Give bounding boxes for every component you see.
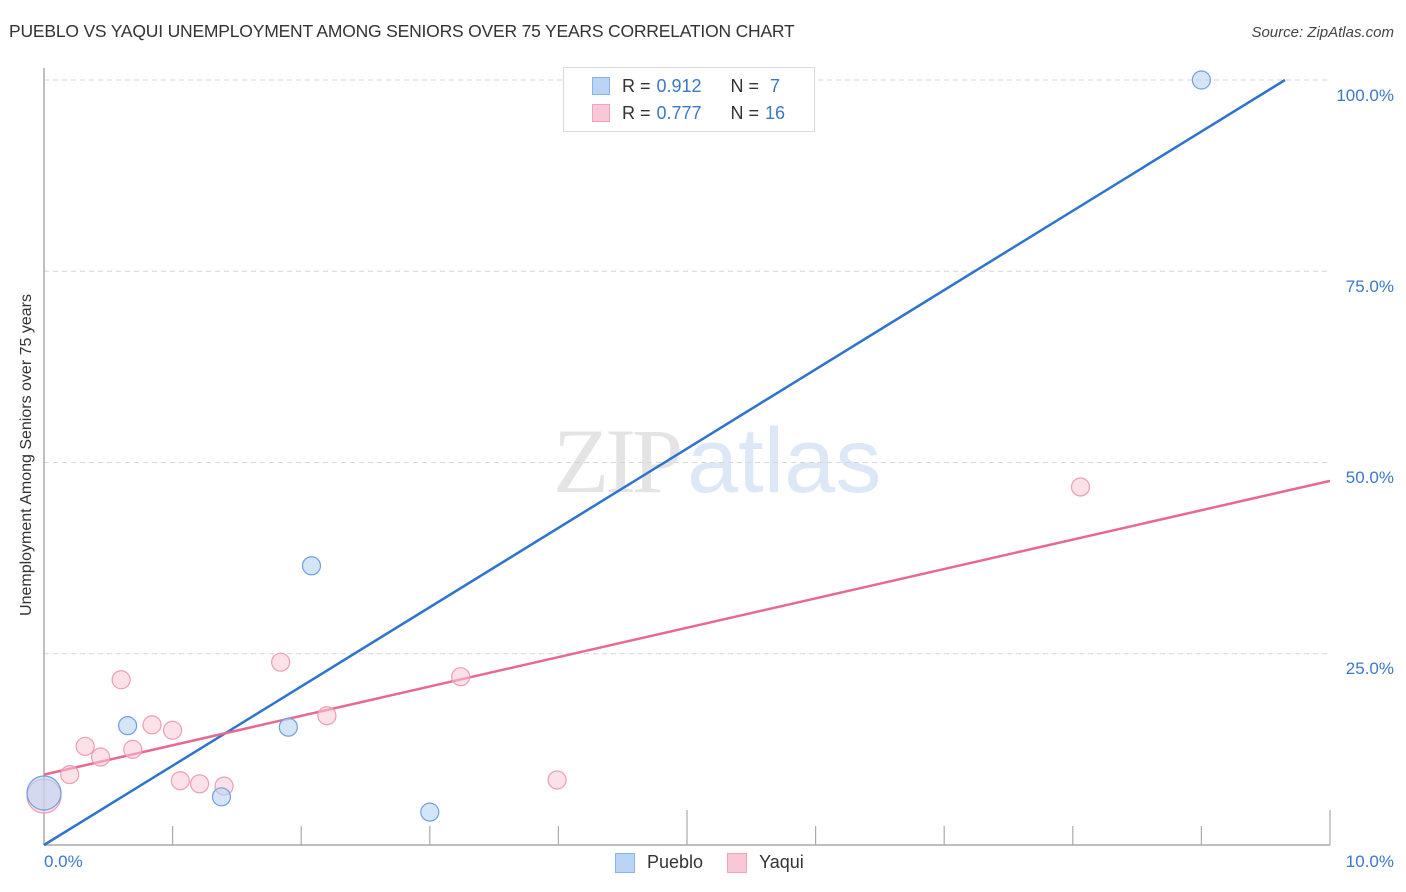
axes-lines [43,68,1331,846]
trendline-pueblo [43,78,1286,847]
legend-label-yaqui: Yaqui [759,852,804,872]
data-point-pueblo[interactable] [117,716,138,736]
data-point-pueblo[interactable] [26,775,62,811]
y-axis-label: Unemployment Among Seniors over 75 years [18,294,35,616]
data-point-yaqui[interactable] [142,715,162,735]
data-point-yaqui[interactable] [170,771,190,791]
watermark-zip: ZIP [553,410,683,512]
data-point-yaqui[interactable] [75,736,95,756]
trendlines [43,78,1331,847]
legend-row-yaqui: R = 0.777 N = 16 [592,102,785,124]
data-point-yaqui[interactable] [451,667,471,687]
y-tick-75: 75.0% [1345,277,1394,296]
data-point-yaqui[interactable] [1070,477,1091,497]
r-value: 0.777 [656,102,702,123]
data-point-pueblo[interactable] [301,556,322,576]
r-label: R = [622,75,651,96]
data-point-yaqui[interactable] [190,774,210,794]
data-point-yaqui[interactable] [317,706,337,726]
trendline-yaqui [43,479,1331,776]
y-tick-50: 50.0% [1345,468,1394,487]
series-legend: Pueblo Yaqui [615,852,828,873]
stats-legend: R = 0.912 N = 7 R = 0.777 N = 16 [563,67,815,132]
gridlines [44,79,1330,655]
data-point-pueblo[interactable] [211,787,232,807]
watermark-atlas: atlas [687,410,882,512]
n-value: 7 [765,75,781,96]
data-point-yaqui[interactable] [163,720,183,740]
legend-item-yaqui[interactable]: Yaqui [727,852,804,873]
y-tick-25: 25.0% [1345,659,1394,678]
pueblo-swatch [615,852,635,873]
data-point-yaqui[interactable] [90,747,111,767]
data-point-yaqui[interactable] [111,670,131,690]
x-tick-10: 10.0% [1345,852,1394,871]
chart-title: PUEBLO VS YAQUI UNEMPLOYMENT AMONG SENIO… [9,21,795,41]
n-value: 16 [765,102,786,123]
n-label: N = [730,102,760,123]
data-point-yaqui[interactable] [60,765,80,785]
y-tick-100: 100.0% [1336,86,1394,105]
yaqui-swatch [592,104,610,122]
data-point-yaqui[interactable] [123,739,143,759]
data-point-pueblo[interactable] [278,717,298,737]
points-pueblo [26,70,1212,822]
r-label: R = [622,102,651,123]
legend-item-pueblo[interactable]: Pueblo [615,852,703,873]
legend-label-pueblo: Pueblo [647,852,704,872]
r-value: 0.912 [656,75,702,96]
x-tick-0: 0.0% [44,852,83,871]
watermark: ZIPatlas [553,408,881,514]
pueblo-swatch [592,77,610,95]
yaqui-swatch [727,852,748,873]
source-label: Source: ZipAtlas.com [1251,24,1394,41]
data-point-pueblo[interactable] [1191,70,1212,90]
data-point-yaqui[interactable] [271,652,291,672]
data-point-yaqui[interactable] [547,770,567,790]
n-label: N = [730,75,760,96]
data-point-pueblo[interactable] [420,802,440,822]
legend-row-pueblo: R = 0.912 N = 7 [592,75,780,97]
